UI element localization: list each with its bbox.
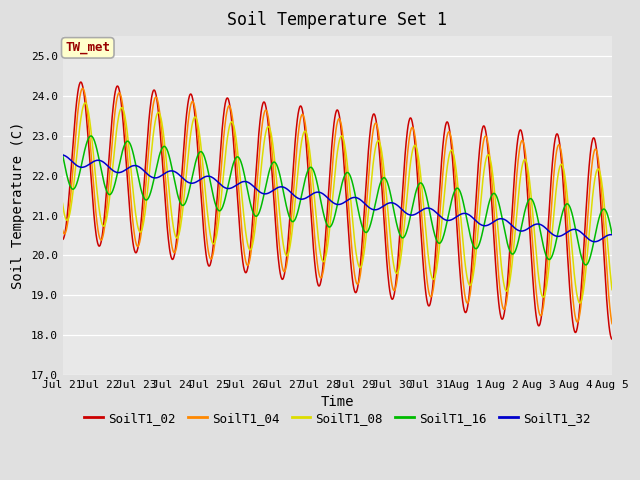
Title: Soil Temperature Set 1: Soil Temperature Set 1 <box>227 11 447 29</box>
SoilT1_32 <box>543 226 550 232</box>
SoilT1_08 <box>576 300 584 306</box>
SoilT1_04 <box>79 85 86 91</box>
SoilT1_04 <box>608 321 616 326</box>
SoilT1_08 <box>423 240 431 245</box>
SoilT1_32 <box>243 179 250 184</box>
SoilT1_08 <box>81 100 89 106</box>
Line: SoilT1_16: SoilT1_16 <box>63 136 612 265</box>
SoilT1_32 <box>181 177 189 183</box>
SoilT1_32 <box>608 232 616 238</box>
SoilT1_04 <box>423 276 431 281</box>
SoilT1_08 <box>543 280 551 286</box>
SoilT1_16 <box>181 201 189 206</box>
SoilT1_02 <box>543 240 551 246</box>
SoilT1_02 <box>168 256 175 262</box>
SoilT1_08 <box>59 201 67 206</box>
SoilT1_16 <box>243 182 250 188</box>
SoilT1_08 <box>181 184 189 190</box>
SoilT1_32 <box>591 239 598 245</box>
SoilT1_16 <box>608 231 616 237</box>
SoilT1_04 <box>243 261 250 267</box>
SoilT1_02 <box>423 297 431 303</box>
SoilT1_08 <box>495 234 502 240</box>
SoilT1_32 <box>59 152 67 158</box>
Legend: SoilT1_02, SoilT1_04, SoilT1_08, SoilT1_16, SoilT1_32: SoilT1_02, SoilT1_04, SoilT1_08, SoilT1_… <box>79 407 595 430</box>
SoilT1_16 <box>495 200 502 205</box>
Y-axis label: Soil Temperature (C): Soil Temperature (C) <box>11 122 25 289</box>
Line: SoilT1_32: SoilT1_32 <box>63 155 612 242</box>
SoilT1_16 <box>59 152 67 157</box>
Line: SoilT1_04: SoilT1_04 <box>63 88 612 324</box>
SoilT1_16 <box>168 164 175 170</box>
SoilT1_32 <box>422 205 430 211</box>
SoilT1_02 <box>59 237 67 242</box>
SoilT1_16 <box>543 255 551 261</box>
SoilT1_02 <box>243 269 250 275</box>
SoilT1_04 <box>168 242 175 248</box>
SoilT1_08 <box>243 235 250 241</box>
SoilT1_02 <box>608 336 616 342</box>
SoilT1_32 <box>494 216 502 222</box>
SoilT1_16 <box>423 195 431 201</box>
SoilT1_16 <box>582 262 589 268</box>
SoilT1_02 <box>77 79 84 85</box>
SoilT1_08 <box>168 212 175 218</box>
SoilT1_08 <box>608 287 616 292</box>
Line: SoilT1_08: SoilT1_08 <box>63 103 612 303</box>
SoilT1_02 <box>495 299 502 305</box>
SoilT1_04 <box>543 265 551 271</box>
X-axis label: Time: Time <box>321 396 354 409</box>
Text: TW_met: TW_met <box>65 41 110 54</box>
SoilT1_04 <box>59 227 67 233</box>
SoilT1_04 <box>181 153 189 158</box>
SoilT1_16 <box>87 133 95 139</box>
SoilT1_02 <box>181 127 189 132</box>
SoilT1_04 <box>495 272 502 278</box>
SoilT1_32 <box>168 168 175 174</box>
Line: SoilT1_02: SoilT1_02 <box>63 82 612 339</box>
